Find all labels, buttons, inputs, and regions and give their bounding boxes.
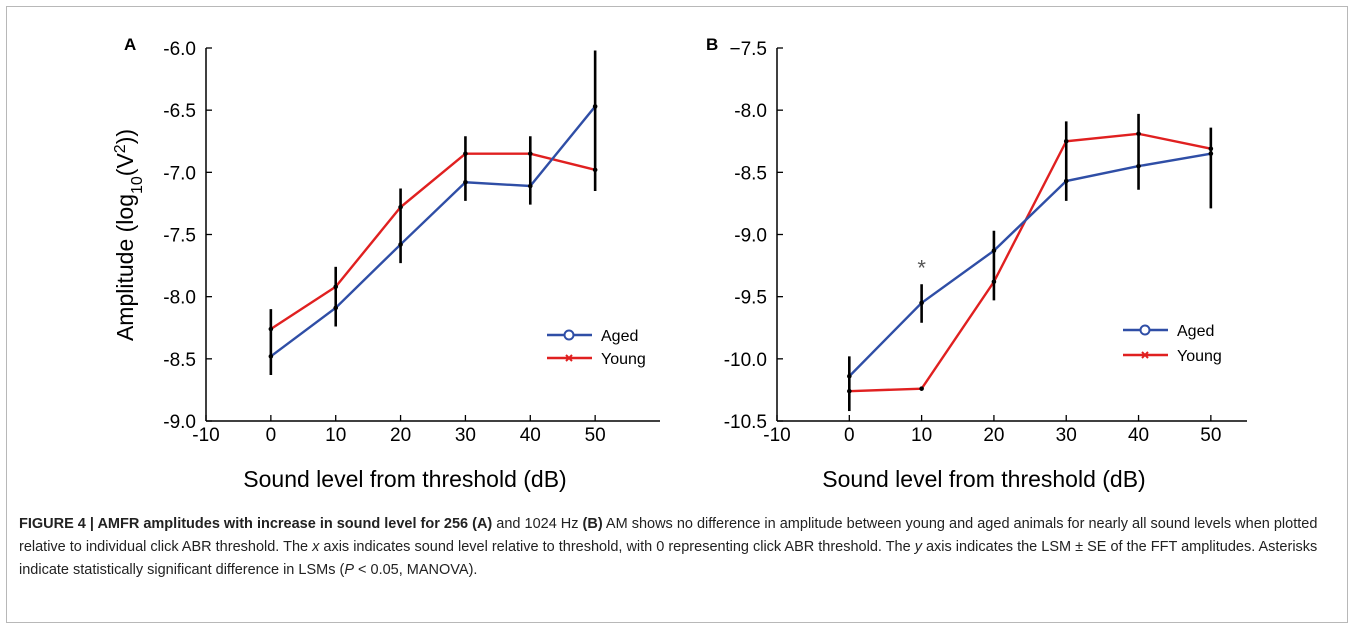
- x-tick-label: 50: [585, 425, 606, 446]
- y-tick-label: -7.0: [163, 163, 196, 184]
- caption-part2: AM shows no difference in amplitude betw…: [19, 516, 1318, 555]
- x-tick-label: 50: [1200, 425, 1221, 446]
- caption-y-italic: y: [914, 539, 922, 555]
- data-point-young: [398, 204, 403, 210]
- data-point-aged: [592, 104, 598, 109]
- y-tick-label: -6.0: [163, 39, 196, 60]
- caption-part1: and 1024 Hz: [492, 516, 583, 532]
- y-tick-label: -8.5: [734, 163, 767, 184]
- chart-panel-b: B −7.5 -8.0 -8.5 -9.0 -9.5 -10.0 -10.5-10 0 10 20 3…: [706, 35, 1247, 492]
- y-tick-label: -10.0: [724, 350, 767, 371]
- x-tick-label: 10: [911, 425, 932, 446]
- y-tick-label: -9.5: [734, 288, 767, 309]
- y-axis-label: Amplitude (log10(V2)): [112, 129, 146, 341]
- caption-part3: axis indicates sound level relative to t…: [319, 539, 915, 555]
- figure-frame: [6, 6, 1348, 623]
- y-tick-label: -10.5: [724, 412, 767, 433]
- data-point-aged: [398, 242, 403, 247]
- caption-p-italic: P: [344, 562, 354, 578]
- x-tick-label: -10: [763, 425, 790, 446]
- data-point-young: [991, 279, 997, 285]
- x-axis-label: Sound level from threshold (dB): [243, 466, 566, 492]
- data-point-aged: [991, 248, 997, 253]
- legend-label-aged: Aged: [1177, 323, 1214, 340]
- x-tick-label: 30: [1056, 425, 1077, 446]
- caption-x-italic: x: [312, 539, 320, 555]
- data-point-aged: [847, 373, 852, 379]
- data-point-aged: [1208, 151, 1214, 156]
- data-point-young: [847, 388, 852, 394]
- data-point-aged: [268, 354, 274, 359]
- data-point-aged: [1063, 178, 1069, 184]
- caption-bold-b: (B): [582, 516, 603, 532]
- y-tick-label: -9.0: [163, 412, 196, 433]
- y-tick-label: -9.0: [734, 226, 767, 247]
- data-point-aged: [463, 179, 468, 185]
- x-tick-label: 30: [455, 425, 476, 446]
- data-point-young: [1208, 146, 1214, 152]
- data-point-young: [1063, 138, 1069, 144]
- x-tick-label: 40: [1128, 425, 1149, 446]
- data-point-young: [333, 284, 339, 290]
- legend-label-young: Young: [1177, 348, 1222, 365]
- x-tick-label: 20: [390, 425, 411, 446]
- x-tick-label: 10: [325, 425, 346, 446]
- legend-label-young: Young: [601, 351, 646, 368]
- series-line-aged: [270, 105, 597, 358]
- data-point-young: [592, 167, 598, 173]
- legend-marker-x: [1141, 351, 1149, 359]
- y-tick-label: -8.0: [734, 101, 767, 122]
- series-line-young: [270, 152, 596, 330]
- legend-marker-circle: [563, 329, 575, 341]
- x-tick-label: 0: [266, 425, 277, 446]
- panel-label: B: [706, 35, 718, 54]
- significance-asterisk: *: [917, 256, 926, 281]
- data-point-young: [268, 326, 274, 332]
- x-tick-label: -10: [192, 425, 219, 446]
- y-tick-label: -7.5: [163, 226, 196, 247]
- data-point-aged: [919, 300, 924, 306]
- caption-part4: axis indicates the LSM ± SE of the FFT a…: [19, 539, 1318, 578]
- y-tick-label: -8.0: [163, 288, 196, 309]
- data-point-young: [1136, 131, 1141, 137]
- legend-marker-circle: [1139, 324, 1151, 336]
- data-point-aged: [333, 305, 339, 311]
- x-tick-label: 40: [520, 425, 541, 446]
- legend-label-aged: Aged: [601, 328, 638, 345]
- y-tick-label: −7.5: [729, 39, 767, 60]
- x-tick-label: 20: [983, 425, 1004, 446]
- data-point-young: [919, 386, 924, 391]
- data-point-aged: [1136, 163, 1141, 169]
- legend-marker-x: [565, 354, 573, 362]
- series-line-aged: [848, 152, 1212, 378]
- chart-panel-a: A -6.0 -6.5 -7.0 -7.5 -8.0 -8.5 -9.0-10 0 10 20 30 4…: [112, 35, 660, 492]
- y-tick-label: -6.5: [163, 101, 196, 122]
- y-tick-label: -8.5: [163, 350, 196, 371]
- panel-label: A: [124, 35, 136, 54]
- x-tick-label: 0: [844, 425, 855, 446]
- data-point-aged: [527, 183, 533, 189]
- data-point-young: [527, 151, 533, 156]
- figure-caption: FIGURE 4 | AMFR amplitudes with increase…: [19, 513, 1339, 582]
- data-point-young: [463, 151, 468, 156]
- caption-part5: < 0.05, MANOVA).: [354, 562, 478, 578]
- x-axis-label: Sound level from threshold (dB): [822, 466, 1145, 492]
- caption-figure-label: FIGURE 4 | AMFR amplitudes with increase…: [19, 516, 493, 532]
- series-line-young: [849, 132, 1212, 393]
